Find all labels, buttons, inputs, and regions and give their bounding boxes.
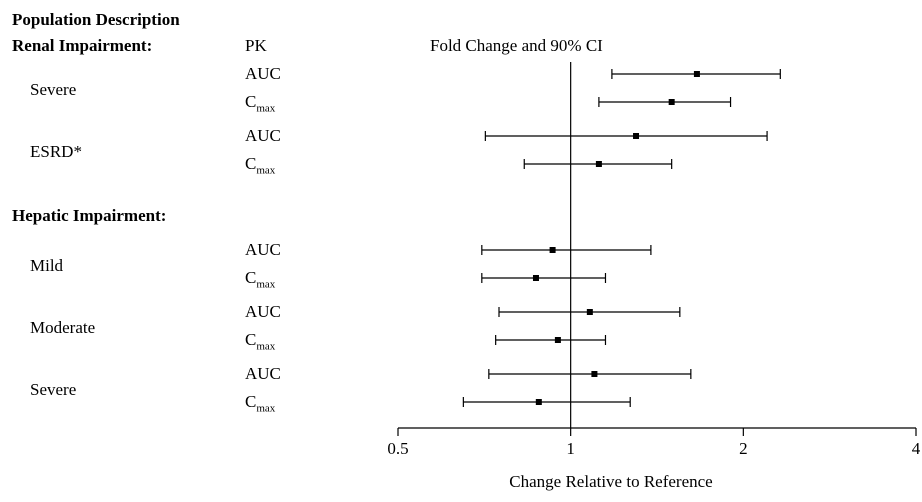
forest-plot-svg: 0.5 1 2 4 xyxy=(0,0,922,502)
point-marker xyxy=(633,133,639,139)
point-marker xyxy=(591,371,597,377)
xaxis-label: Change Relative to Reference xyxy=(150,472,922,492)
forest-plot-container: { "headers": { "population": "Population… xyxy=(0,0,922,502)
x-axis-tick-label: 1 xyxy=(566,439,575,458)
point-marker xyxy=(550,247,556,253)
x-axis-tick-label: 0.5 xyxy=(387,439,408,458)
point-marker xyxy=(587,309,593,315)
x-axis-tick-label: 2 xyxy=(739,439,748,458)
point-marker xyxy=(555,337,561,343)
point-marker xyxy=(694,71,700,77)
point-marker xyxy=(596,161,602,167)
point-marker xyxy=(536,399,542,405)
point-marker xyxy=(669,99,675,105)
x-axis-tick-label: 4 xyxy=(912,439,921,458)
point-marker xyxy=(533,275,539,281)
